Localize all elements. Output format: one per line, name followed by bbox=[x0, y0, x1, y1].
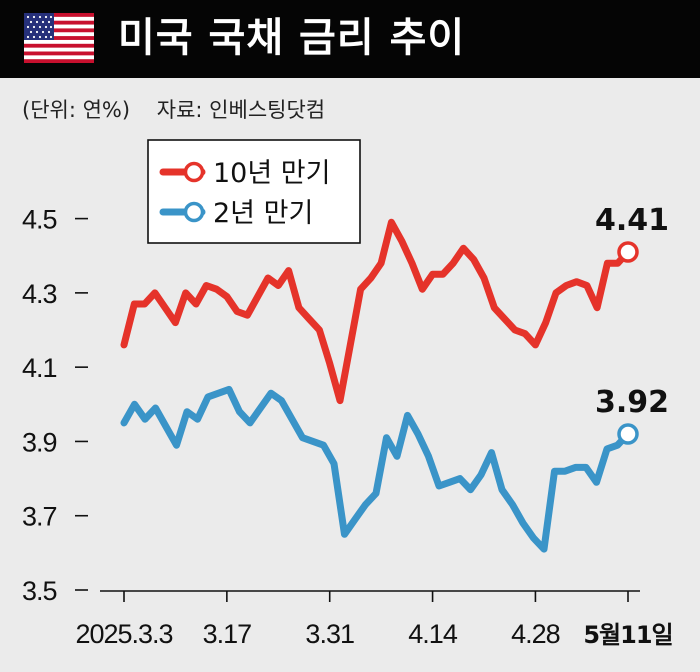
y-tick-label: 4.1 bbox=[22, 353, 57, 383]
unit-label: (단위: 연%) bbox=[22, 98, 131, 122]
y-tick-label: 4.3 bbox=[22, 279, 57, 309]
end-label-2y: 3.92 bbox=[595, 385, 669, 420]
chart-title: 미국 국채 금리 추이 bbox=[118, 15, 466, 61]
x-tick-label: 3.17 bbox=[203, 619, 252, 649]
y-tick-label: 4.5 bbox=[22, 205, 57, 235]
y-axis: 4.5 4.3 4.1 3.9 3.7 3.5 bbox=[22, 205, 88, 606]
x-tick-label: 4.28 bbox=[511, 619, 560, 649]
source-label: 자료: 인베스팅닷컴 bbox=[156, 98, 326, 122]
end-label-10y: 4.41 bbox=[595, 203, 669, 238]
legend: 10년 만기 2년 만기 bbox=[147, 139, 361, 244]
x-tick-label: 2025.3.3 bbox=[75, 619, 172, 649]
y-tick-label: 3.5 bbox=[22, 576, 57, 606]
legend-box bbox=[147, 139, 361, 244]
x-tick-label: 3.31 bbox=[305, 619, 354, 649]
y-tick-label: 3.9 bbox=[22, 427, 57, 457]
series-line-2y bbox=[120, 385, 632, 553]
legend-marker-2y bbox=[183, 201, 205, 223]
legend-label-2y: 2년 만기 bbox=[213, 198, 313, 229]
legend-marker-10y bbox=[183, 161, 205, 183]
chart-meta: (단위: 연%) 자료: 인베스팅닷컴 bbox=[22, 94, 325, 124]
series-layer: 4.41 3.92 bbox=[120, 203, 669, 553]
end-marker-2y bbox=[617, 423, 639, 445]
title-bar: 미국 국채 금리 추이 bbox=[0, 0, 700, 78]
x-tick-label-latest: 5월11일 bbox=[583, 621, 672, 649]
y-tick-label: 3.7 bbox=[22, 502, 57, 532]
x-axis: 2025.3.3 3.17 3.31 4.14 4.28 5월11일 bbox=[75, 590, 674, 649]
series-line-10y bbox=[120, 218, 632, 405]
end-marker-10y bbox=[617, 241, 639, 263]
x-tick-label: 4.14 bbox=[408, 619, 458, 649]
us-flag-icon bbox=[24, 13, 94, 63]
legend-label-10y: 10년 만기 bbox=[213, 158, 330, 189]
